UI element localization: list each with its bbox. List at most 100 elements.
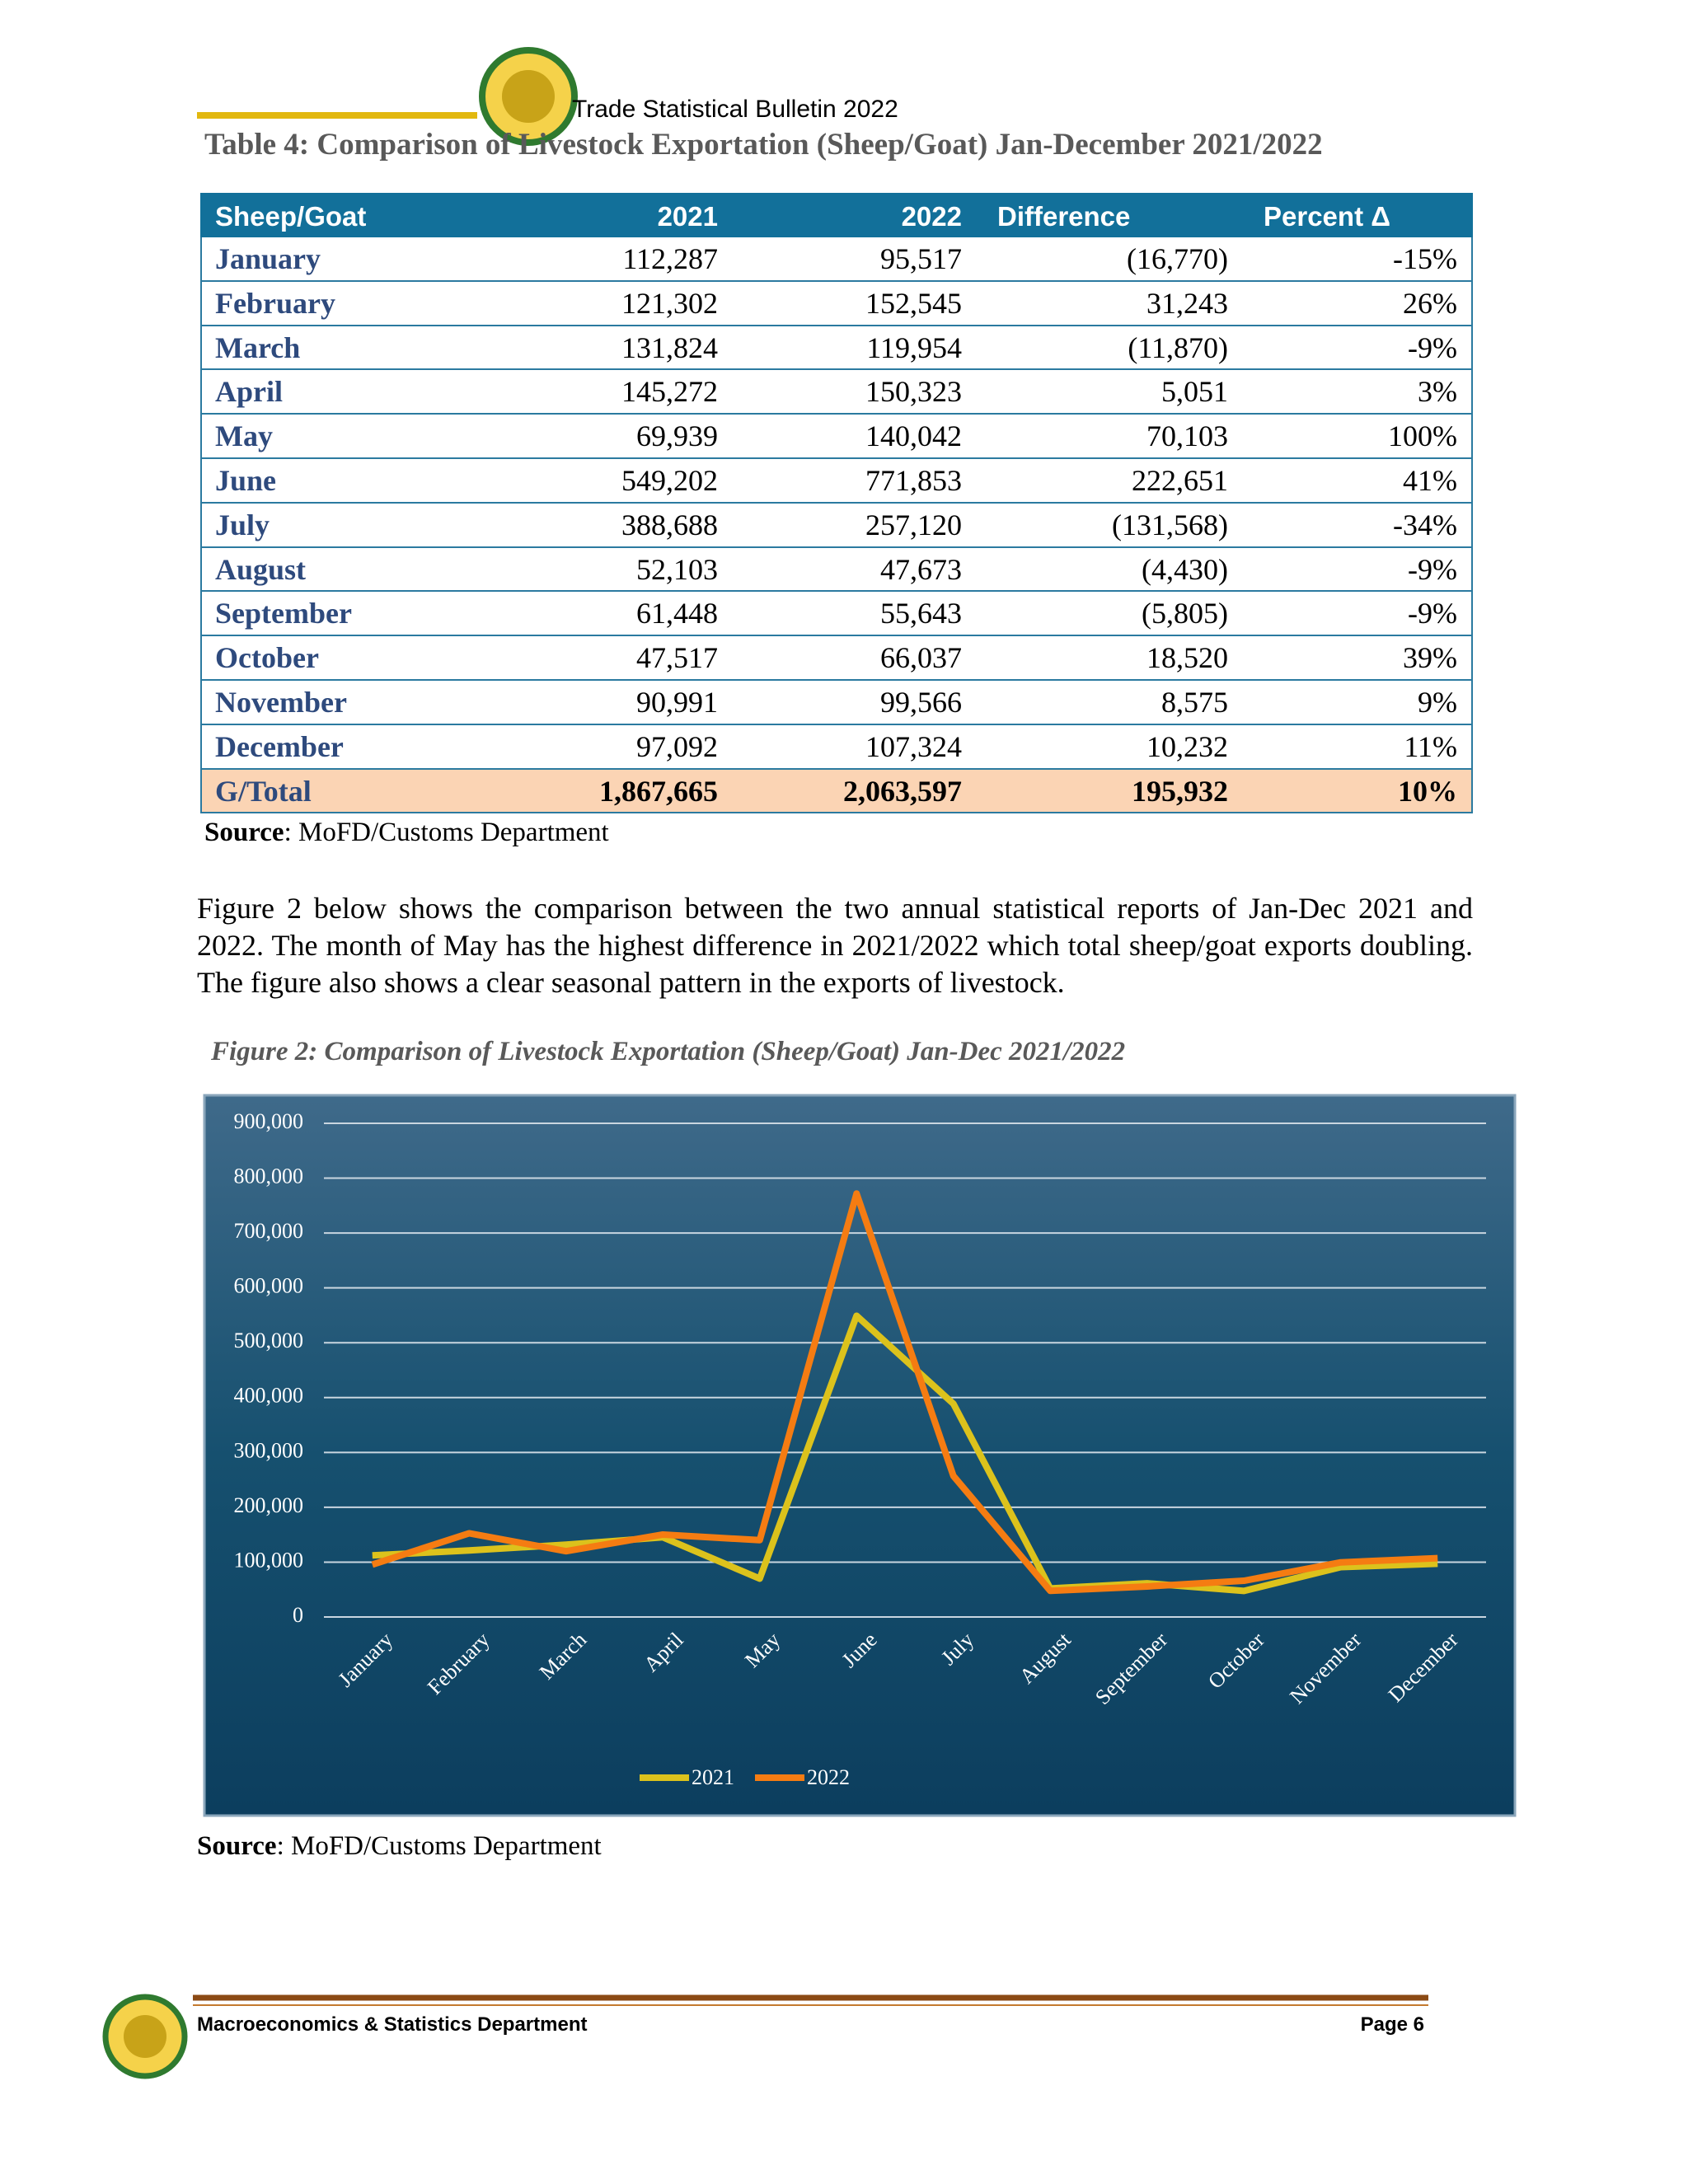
table-cell: 26%	[1403, 286, 1457, 320]
row-label: March	[215, 330, 301, 364]
table-cell: (4,430)	[1142, 552, 1228, 586]
table-cell: 121,302	[621, 286, 718, 320]
table-cell: 549,202	[621, 464, 718, 497]
table-cell: 41%	[1403, 464, 1457, 497]
table-cell: 100%	[1388, 419, 1457, 453]
table-cell: 140,042	[865, 419, 962, 453]
table-cell: 95,517	[880, 242, 962, 275]
table-cell: 61,448	[636, 597, 718, 630]
header-title: Trade Statistical Bulletin 2022	[572, 96, 898, 123]
table-cell: 18,520	[1146, 641, 1228, 675]
footer-department: Macroeconomics & Statistics Department	[197, 2013, 588, 2036]
y-tick-label: 700,000	[234, 1219, 304, 1243]
table-row: November 90,991 99,566 8,575 9%	[200, 681, 1473, 725]
paragraph: Figure 2 below shows the comparison betw…	[197, 892, 1473, 999]
chart: 0 100,000 200,000 300,000 400,000 500,000 600,…	[203, 1094, 1517, 1817]
table-row: May 69,939 140,042 70,103 100%	[200, 415, 1473, 459]
footer-page: Page 6	[1360, 2013, 1424, 2036]
table-cell: 222,651	[1132, 464, 1228, 497]
table-cell: -15%	[1393, 242, 1457, 275]
table-cell: 10,232	[1146, 729, 1228, 763]
figure-caption: Figure 2: Comparison of Livestock Export…	[211, 1037, 1126, 1066]
row-label: May	[215, 419, 273, 453]
table-cell: 1,867,665	[599, 774, 718, 808]
table-cell: -34%	[1393, 508, 1457, 541]
table-row: March 131,824 119,954 (11,870) -9%	[200, 326, 1473, 371]
table-row: October 47,517 66,037 18,520 39%	[200, 636, 1473, 681]
source-label: Source	[204, 818, 284, 847]
y-tick-label: 600,000	[234, 1274, 304, 1298]
row-label: G/Total	[215, 774, 312, 808]
figure-source: Source: MoFD/Customs Department	[197, 1831, 602, 1862]
table-header: Sheep/Goat 2021 2022 Difference Percent Δ	[200, 193, 1473, 237]
table-row: August 52,103 47,673 (4,430) -9%	[200, 547, 1473, 593]
row-label: October	[215, 641, 319, 675]
table-cell: 107,324	[865, 729, 962, 763]
table-cell: 69,939	[636, 419, 718, 453]
column-header: Percent Δ	[1264, 201, 1390, 232]
table-cell: 5,051	[1161, 375, 1228, 409]
table-source: Source: MoFD/Customs Department	[204, 818, 609, 848]
series-line	[371, 1190, 1438, 1595]
column-header: Sheep/Goat	[215, 201, 367, 232]
table-cell: 150,323	[865, 375, 962, 409]
table-row: January 112,287 95,517 (16,770) -15%	[200, 237, 1473, 282]
table-row: June 549,202 771,853 222,651 41%	[200, 459, 1473, 504]
row-label: August	[215, 552, 307, 586]
table-cell: 97,092	[636, 729, 718, 763]
table-cell: 66,037	[880, 641, 962, 675]
chart-background	[203, 1094, 1517, 1817]
table-cell: 8,575	[1161, 686, 1228, 719]
table-cell: 3%	[1418, 375, 1457, 409]
table-cell: 11%	[1404, 729, 1457, 763]
table-cell: 39%	[1403, 641, 1457, 675]
table-row: February 121,302 152,545 31,243 26%	[200, 281, 1473, 326]
table-row: December 97,092 107,324 10,232 11%	[200, 724, 1473, 770]
source-text: : MoFD/Customs Department	[276, 1831, 602, 1861]
legend-label: 2021	[692, 1765, 734, 1789]
row-label: December	[215, 729, 344, 763]
row-label: November	[215, 686, 347, 719]
row-label: April	[215, 375, 284, 409]
table-cell: 10%	[1398, 774, 1457, 808]
table-cell: (5,805)	[1142, 597, 1228, 630]
row-label: September	[215, 597, 352, 630]
table-cell: 52,103	[636, 552, 718, 586]
y-tick-label: 0	[293, 1603, 303, 1627]
y-tick-label: 100,000	[234, 1548, 304, 1572]
source-label: Source	[197, 1831, 277, 1861]
y-tick-label: 300,000	[234, 1438, 304, 1462]
table-cell: 90,991	[636, 686, 718, 719]
table-cell: (131,568)	[1112, 508, 1228, 541]
table-cell: 55,643	[880, 597, 962, 630]
row-label: February	[215, 286, 335, 320]
table-cell: 145,272	[621, 375, 718, 409]
column-header: 2021	[657, 201, 718, 232]
table-cell: (11,870)	[1128, 330, 1228, 364]
column-header: 2022	[901, 201, 962, 232]
table-cell: 112,287	[622, 242, 718, 275]
table-cell: 9%	[1418, 686, 1457, 719]
legend-label: 2022	[807, 1765, 850, 1789]
table-row: April 145,272 150,323 5,051 3%	[200, 370, 1473, 415]
table-cell: (16,770)	[1127, 242, 1228, 275]
table-cell: -9%	[1408, 552, 1457, 586]
y-tick-label: 900,000	[234, 1109, 304, 1133]
table-title: Table 4: Comparison of Livestock Exporta…	[204, 128, 1323, 162]
y-tick-label: 200,000	[234, 1493, 304, 1517]
table-cell: 195,932	[1132, 774, 1228, 808]
row-label: January	[215, 242, 321, 275]
table-cell: 257,120	[865, 508, 962, 541]
y-tick-label: 400,000	[234, 1384, 304, 1408]
table-cell: 119,954	[866, 330, 962, 364]
row-label: June	[215, 464, 277, 497]
table-cell: 70,103	[1146, 419, 1228, 453]
y-tick-label: 800,000	[234, 1165, 304, 1188]
table-cell: 388,688	[621, 508, 718, 541]
table-cell: 131,824	[621, 330, 718, 364]
column-header: Difference	[997, 201, 1131, 232]
table-cell: -9%	[1408, 597, 1457, 630]
table-cell: 2,063,597	[843, 774, 962, 808]
table-cell: -9%	[1408, 330, 1457, 364]
